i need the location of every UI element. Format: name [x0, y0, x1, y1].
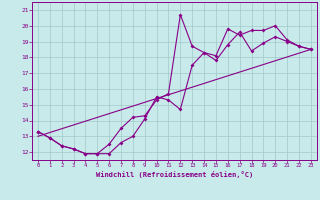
X-axis label: Windchill (Refroidissement éolien,°C): Windchill (Refroidissement éolien,°C) [96, 171, 253, 178]
